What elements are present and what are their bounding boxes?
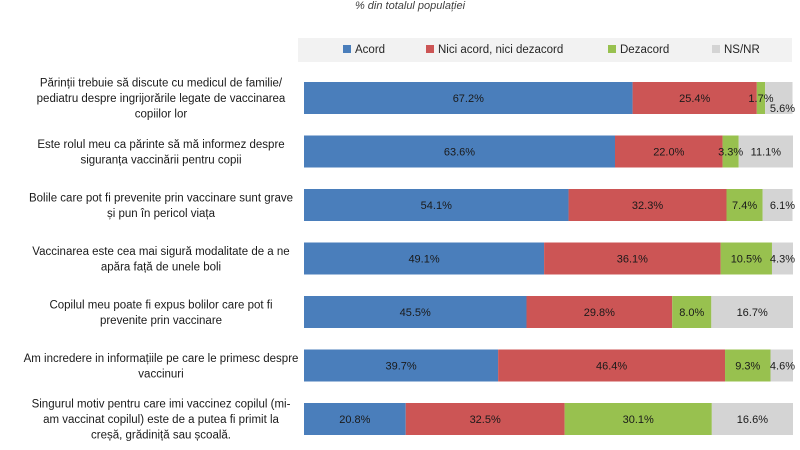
value-label-dezacord-row-3: 7.4% (732, 200, 757, 212)
legend-label-dezacord: Dezacord (620, 44, 669, 56)
value-label-nici-acord-row-7: 32.5% (470, 414, 501, 426)
value-label-nsnr-row-1: 5.6% (770, 103, 795, 115)
chart-subtitle: % din totalul populației (355, 0, 466, 12)
category-label-7-line-3: creșă, grădiniță sau școală. (91, 430, 231, 442)
value-label-nici-acord-row-5: 29.8% (584, 307, 615, 319)
bar-dezacord-row-2 (722, 135, 739, 168)
legend-label-nsnr: NS/NR (724, 44, 760, 56)
value-label-acord-row-2: 63.6% (444, 147, 475, 159)
value-label-nici-acord-row-6: 46.4% (596, 361, 627, 373)
bar-dezacord-row-6 (725, 349, 771, 382)
legend-swatch-nsnr (712, 45, 720, 53)
legend-label-nici-acord: Nici acord, nici dezacord (438, 44, 563, 56)
category-label-7-line-1: Singurul motiv pentru care imi vaccinez … (32, 399, 291, 411)
legend-swatch-dezacord (608, 45, 616, 53)
category-label-7-line-2: am vaccinat copilul) este de a putea fi … (43, 414, 279, 426)
value-label-nsnr-row-4: 4.3% (770, 254, 795, 266)
category-label-2-line-2: siguranța vaccinării pentru copii (80, 154, 241, 166)
legend-swatch-nici-acord (426, 45, 434, 53)
bar-nsnr-row-7 (711, 403, 793, 435)
value-label-acord-row-3: 54.1% (421, 200, 452, 212)
category-label-4-line-2: apăra față de unele boli (101, 261, 221, 273)
category-label-1-line-2: pediatru despre ingrijorările legate de … (37, 93, 286, 105)
value-label-nsnr-row-6: 4.6% (770, 361, 795, 373)
category-label-1-line-1: Părinții trebuie să discute cu medicul d… (40, 78, 283, 90)
legend: Acord Nici acord, nici dezacord Dezacord NS… (298, 38, 792, 62)
value-label-dezacord-row-2: 3.3% (718, 147, 743, 159)
category-label-6-line-2: vaccinuri (138, 368, 183, 380)
value-label-dezacord-row-1: 1.7% (748, 93, 773, 105)
bar-dezacord-row-7 (564, 403, 712, 435)
value-label-dezacord-row-4: 10.5% (731, 254, 762, 266)
category-label-5-line-1: Copilul meu poate fi expus bolilor care … (49, 299, 272, 311)
legend-background (298, 38, 792, 62)
value-label-nici-acord-row-1: 25.4% (679, 93, 710, 105)
value-label-acord-row-7: 20.8% (339, 414, 370, 426)
bar-nici-acord-row-5 (526, 296, 673, 328)
bar-nsnr-row-3 (762, 189, 793, 221)
value-label-nsnr-row-5: 16.7% (737, 307, 768, 319)
category-label-2-line-1: Este rolul meu ca părinte să mă informez… (37, 139, 284, 151)
value-labels: 67.2% 25.4% 1.7%5.6% 63.6% 22.0% 3.3% 11.1% 54.… (339, 93, 795, 426)
bar-nici-acord-row-4 (544, 242, 721, 275)
bar-nici-acord-row-6 (498, 349, 726, 382)
category-label-1-line-3: copiilor lor (135, 109, 188, 121)
value-label-acord-row-5: 45.5% (400, 307, 431, 319)
bar-nici-acord-row-3 (568, 189, 727, 221)
bar-nici-acord-row-1 (632, 82, 757, 114)
bar-nsnr-row-1 (765, 82, 793, 114)
value-label-dezacord-row-6: 9.3% (735, 361, 760, 373)
bar-dezacord-row-3 (726, 189, 763, 221)
value-label-nsnr-row-2: 11.1% (751, 147, 782, 159)
legend-swatch-acord (343, 45, 351, 53)
bar-nsnr-row-4 (771, 242, 793, 275)
value-label-nici-acord-row-2: 22.0% (653, 147, 684, 159)
bar-acord-row-1 (304, 82, 633, 114)
bar-acord-row-7 (304, 403, 406, 435)
legend-label-acord: Acord (355, 44, 385, 56)
value-label-nsnr-row-3: 6.1% (770, 200, 795, 212)
bar-acord-row-6 (304, 349, 499, 382)
bar-dezacord-row-1 (756, 82, 766, 114)
value-label-nsnr-row-7: 16.6% (737, 414, 768, 426)
bar-nici-acord-row-7 (405, 403, 565, 435)
bar-nici-acord-row-2 (615, 135, 723, 168)
value-label-acord-row-4: 49.1% (408, 254, 439, 266)
category-label-4-line-1: Vaccinarea este cea mai sigură modalitat… (32, 246, 289, 258)
bar-acord-row-4 (304, 242, 545, 275)
category-labels: Părinții trebuie să discute cu medicul d… (24, 78, 299, 442)
bar-acord-row-3 (304, 189, 569, 221)
bar-acord-row-5 (304, 296, 527, 328)
bar-dezacord-row-5 (672, 296, 712, 328)
category-label-3-line-1: Bolile care pot fi prevenite prin vaccin… (29, 192, 293, 204)
value-label-acord-row-1: 67.2% (453, 93, 484, 105)
bar-nsnr-row-6 (770, 349, 793, 382)
value-label-dezacord-row-5: 8.0% (679, 307, 704, 319)
bar-nsnr-row-2 (738, 135, 793, 168)
value-label-acord-row-6: 39.7% (385, 361, 416, 373)
bars (304, 82, 793, 435)
category-label-6-line-1: Am incredere in informațiile pe care le … (24, 353, 299, 365)
bar-acord-row-2 (304, 135, 616, 168)
bar-nsnr-row-5 (711, 296, 793, 328)
category-label-3-line-2: și pun în pericol viața (107, 208, 216, 220)
value-label-dezacord-row-7: 30.1% (623, 414, 654, 426)
category-label-5-line-2: prevenite prin vaccinare (100, 315, 222, 327)
value-label-nici-acord-row-3: 32.3% (632, 200, 663, 212)
bar-dezacord-row-4 (720, 242, 772, 275)
value-label-nici-acord-row-4: 36.1% (617, 254, 648, 266)
